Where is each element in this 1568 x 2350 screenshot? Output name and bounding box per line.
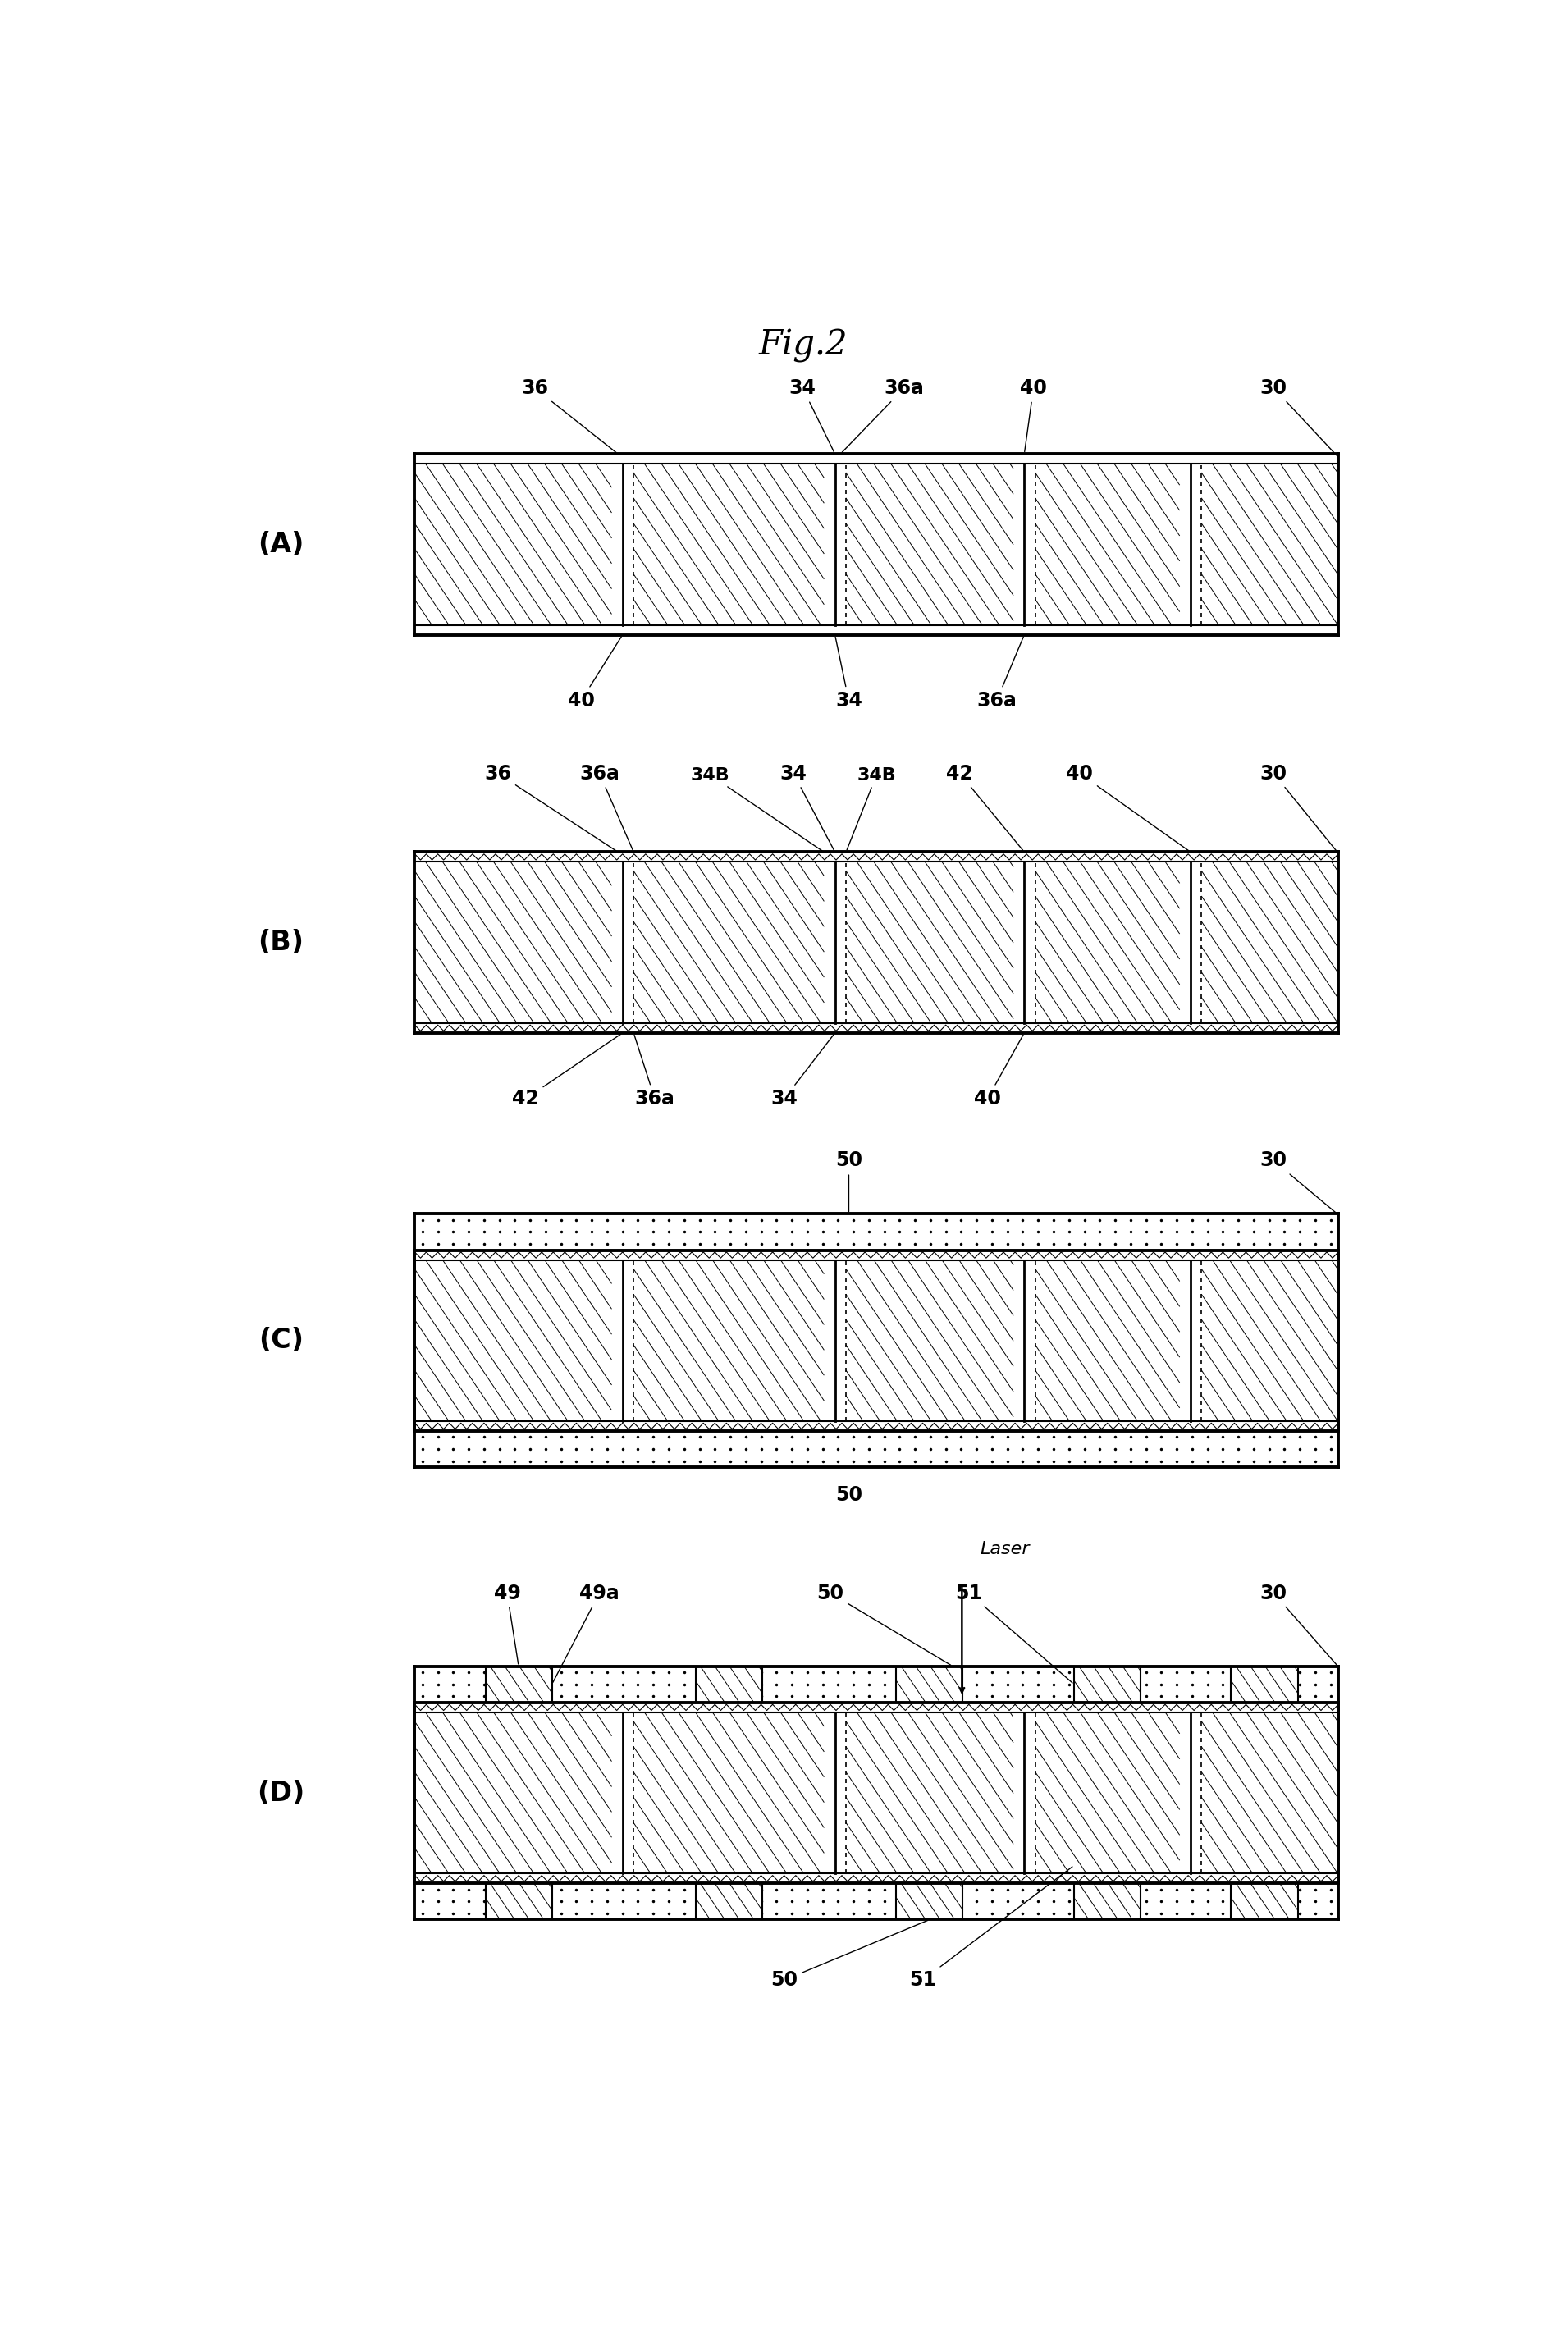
Text: 40: 40 — [1066, 764, 1189, 851]
Text: 40: 40 — [568, 637, 621, 710]
Bar — [696, 1882, 762, 1920]
Text: 36a: 36a — [580, 764, 633, 851]
Text: Fig.2: Fig.2 — [759, 329, 848, 362]
Text: 42: 42 — [513, 1034, 621, 1109]
Text: 50: 50 — [770, 1920, 928, 1990]
Text: 40: 40 — [974, 1034, 1024, 1109]
Text: (C): (C) — [259, 1328, 304, 1354]
Text: 36: 36 — [485, 764, 616, 851]
Text: 49: 49 — [494, 1584, 521, 1664]
Text: 36a: 36a — [635, 1034, 674, 1109]
Bar — [416, 463, 1339, 625]
Text: 36a: 36a — [977, 637, 1024, 710]
Bar — [696, 1666, 762, 1701]
Text: 34: 34 — [836, 637, 862, 710]
Text: 50: 50 — [817, 1584, 950, 1666]
Text: (A): (A) — [257, 531, 304, 557]
Bar — [416, 1215, 1339, 1250]
Text: 34: 34 — [779, 764, 834, 851]
Bar — [486, 1882, 552, 1920]
Text: 36a: 36a — [842, 378, 924, 451]
Text: 50: 50 — [836, 1151, 862, 1213]
Bar — [1231, 1666, 1298, 1701]
Text: 34: 34 — [789, 378, 834, 451]
Bar — [1074, 1882, 1140, 1920]
Bar — [486, 1666, 552, 1701]
Text: 34B: 34B — [847, 766, 895, 851]
Bar — [416, 1882, 1339, 1920]
Bar — [416, 1431, 1339, 1466]
Text: 30: 30 — [1261, 378, 1338, 456]
Text: 51: 51 — [909, 1866, 1073, 1990]
Text: (B): (B) — [259, 928, 304, 956]
Bar — [897, 1882, 963, 1920]
Text: 34B: 34B — [690, 766, 822, 851]
Bar — [416, 1666, 1339, 1701]
Text: 30: 30 — [1261, 1151, 1336, 1213]
Bar — [1231, 1882, 1298, 1920]
Text: 51: 51 — [955, 1584, 1073, 1683]
Text: 42: 42 — [946, 764, 1022, 851]
Text: 49a: 49a — [554, 1584, 619, 1683]
Bar — [416, 1713, 1339, 1873]
Text: 34: 34 — [770, 1034, 834, 1109]
Text: Laser: Laser — [980, 1542, 1030, 1558]
Text: 50: 50 — [836, 1485, 862, 1504]
Text: 30: 30 — [1261, 1584, 1338, 1666]
Bar — [416, 862, 1339, 1022]
Text: 30: 30 — [1261, 764, 1338, 851]
Text: 36: 36 — [521, 378, 616, 454]
Bar — [1074, 1666, 1140, 1701]
Bar — [897, 1666, 963, 1701]
Text: 40: 40 — [1021, 378, 1047, 451]
Text: (D): (D) — [257, 1779, 304, 1807]
Bar — [416, 1260, 1339, 1422]
